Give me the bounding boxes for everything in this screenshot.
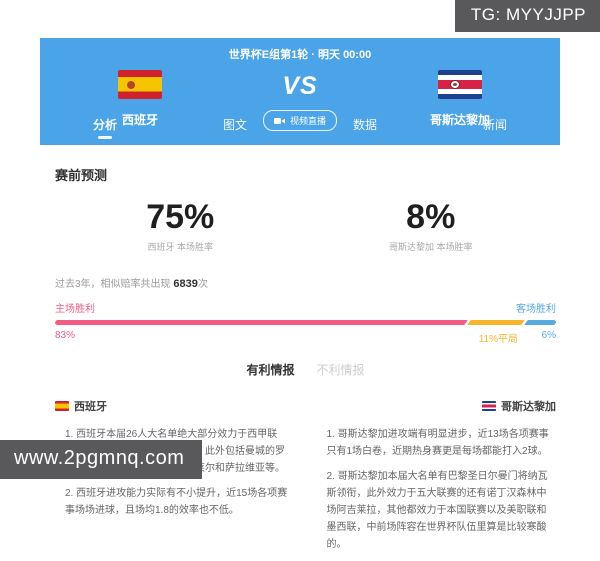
tab-graphics-label: 图文 <box>222 118 247 132</box>
win-bar-draw-segment <box>467 320 526 325</box>
website-watermark-badge: www.2pgmnq.com <box>0 440 203 479</box>
home-team-name: 西班牙 <box>121 113 158 127</box>
away-intel-team-name: 哥斯达黎加 <box>501 401 556 413</box>
spain-mini-flag-icon <box>55 401 69 411</box>
prediction-percentages: 75% 西班牙 本场胜率 8% 哥斯达黎加 本场胜率 <box>55 198 556 253</box>
header-tabs: 分析 图文 数据 新闻 <box>40 116 560 139</box>
win-bar-labels: 主场胜利 客场胜利 <box>55 300 556 315</box>
win-bar-home-segment <box>55 320 468 325</box>
match-info: 世界杯E组第1轮 · 明天 00:00 <box>228 49 372 61</box>
tab-data[interactable]: 数据 <box>353 116 377 139</box>
video-camera-icon <box>273 117 285 124</box>
home-win-label: 主场胜利 <box>55 304 95 315</box>
intel-tabs: 有利情报 不利情报 <box>55 361 556 378</box>
odds-history-suffix: 次 <box>197 279 208 290</box>
away-prediction: 8% 哥斯达黎加 本场胜率 <box>306 198 557 253</box>
away-win-caption: 哥斯达黎加 本场胜率 <box>388 242 473 252</box>
video-live-label: 视频直播 <box>289 116 326 126</box>
tab-news[interactable]: 新闻 <box>483 116 507 139</box>
home-intel-team-name: 西班牙 <box>74 401 107 413</box>
telegram-watermark-badge: TG: MYYJJPP <box>454 0 600 32</box>
video-live-button[interactable]: 视频直播 <box>262 110 337 131</box>
win-rate-bar <box>55 320 556 325</box>
away-team-name: 哥斯达黎加 <box>429 113 490 127</box>
odds-history-line: 过去3年，相似赔率共出现 6839次 <box>55 275 556 290</box>
spain-flag-icon <box>118 70 162 99</box>
costa-rica-mini-flag-icon <box>482 401 496 411</box>
vs-label: VS <box>282 72 318 100</box>
away-win-pct-label: 6% <box>541 330 556 341</box>
active-tab-underline <box>97 136 112 139</box>
home-prediction: 75% 西班牙 本场胜率 <box>55 198 306 253</box>
home-intel-point-2: 2. 西班牙进攻能力实际有不小提升，近15场各项赛事场场进球，且场均1.8的效率… <box>65 488 288 516</box>
analysis-content: 赛前预测 75% 西班牙 本场胜率 8% 哥斯达黎加 本场胜率 过去3年，相似赔… <box>0 145 600 561</box>
away-intel-column: 1. 哥斯达黎加进攻端有明显进步，近13场各项赛事只有1场白卷，近期热身赛更是每… <box>317 426 557 561</box>
win-bar-away-segment <box>524 320 556 325</box>
tab-news-label: 新闻 <box>482 118 507 132</box>
win-bar-percentages: 83% 11%平局 6% <box>55 330 556 345</box>
tab-unfavorable-intel[interactable]: 不利情报 <box>316 363 365 377</box>
costa-rica-flag-icon <box>438 70 482 99</box>
away-intel-header: 哥斯达黎加 <box>482 398 556 414</box>
away-team[interactable]: 哥斯达黎加 <box>375 70 545 128</box>
away-intel-point-2: 2. 哥斯达黎加本届大名单有巴黎圣日尔曼门将纳瓦斯领衔，此外效力于五大联赛的还有… <box>326 471 548 550</box>
home-team[interactable]: 西班牙 <box>55 70 225 128</box>
match-header-card: 世界杯E组第1轮 · 明天 00:00 西班牙 VS 视频直播 哥斯达黎加 分析 <box>40 38 560 145</box>
tab-graphics[interactable]: 图文 <box>223 116 247 139</box>
home-win-percentage: 75% <box>146 198 215 236</box>
tab-analysis[interactable]: 分析 <box>93 116 117 139</box>
home-win-caption: 西班牙 本场胜率 <box>147 242 213 252</box>
away-win-label: 客场胜利 <box>516 304 556 315</box>
odds-history-prefix: 过去3年，相似赔率共出现 <box>55 279 174 290</box>
tab-favorable-intel[interactable]: 有利情报 <box>246 363 295 377</box>
tab-analysis-label: 分析 <box>92 118 117 132</box>
teams-row: 西班牙 VS 视频直播 哥斯达黎加 <box>40 70 560 131</box>
match-center: VS 视频直播 <box>225 70 375 131</box>
tab-data-label: 数据 <box>352 118 377 132</box>
away-win-percentage: 8% <box>406 198 456 236</box>
away-intel-point-1: 1. 哥斯达黎加进攻端有明显进步，近13场各项赛事只有1场白卷，近期热身赛更是每… <box>326 429 549 457</box>
home-intel-header: 西班牙 <box>55 398 107 414</box>
prediction-section-title: 赛前预测 <box>55 168 108 183</box>
draw-pct-label: 11%平局 <box>478 334 519 345</box>
intel-team-headers: 西班牙 哥斯达黎加 <box>55 398 556 414</box>
odds-history-count: 6839 <box>173 278 198 290</box>
home-win-pct-label: 83% <box>55 330 76 341</box>
